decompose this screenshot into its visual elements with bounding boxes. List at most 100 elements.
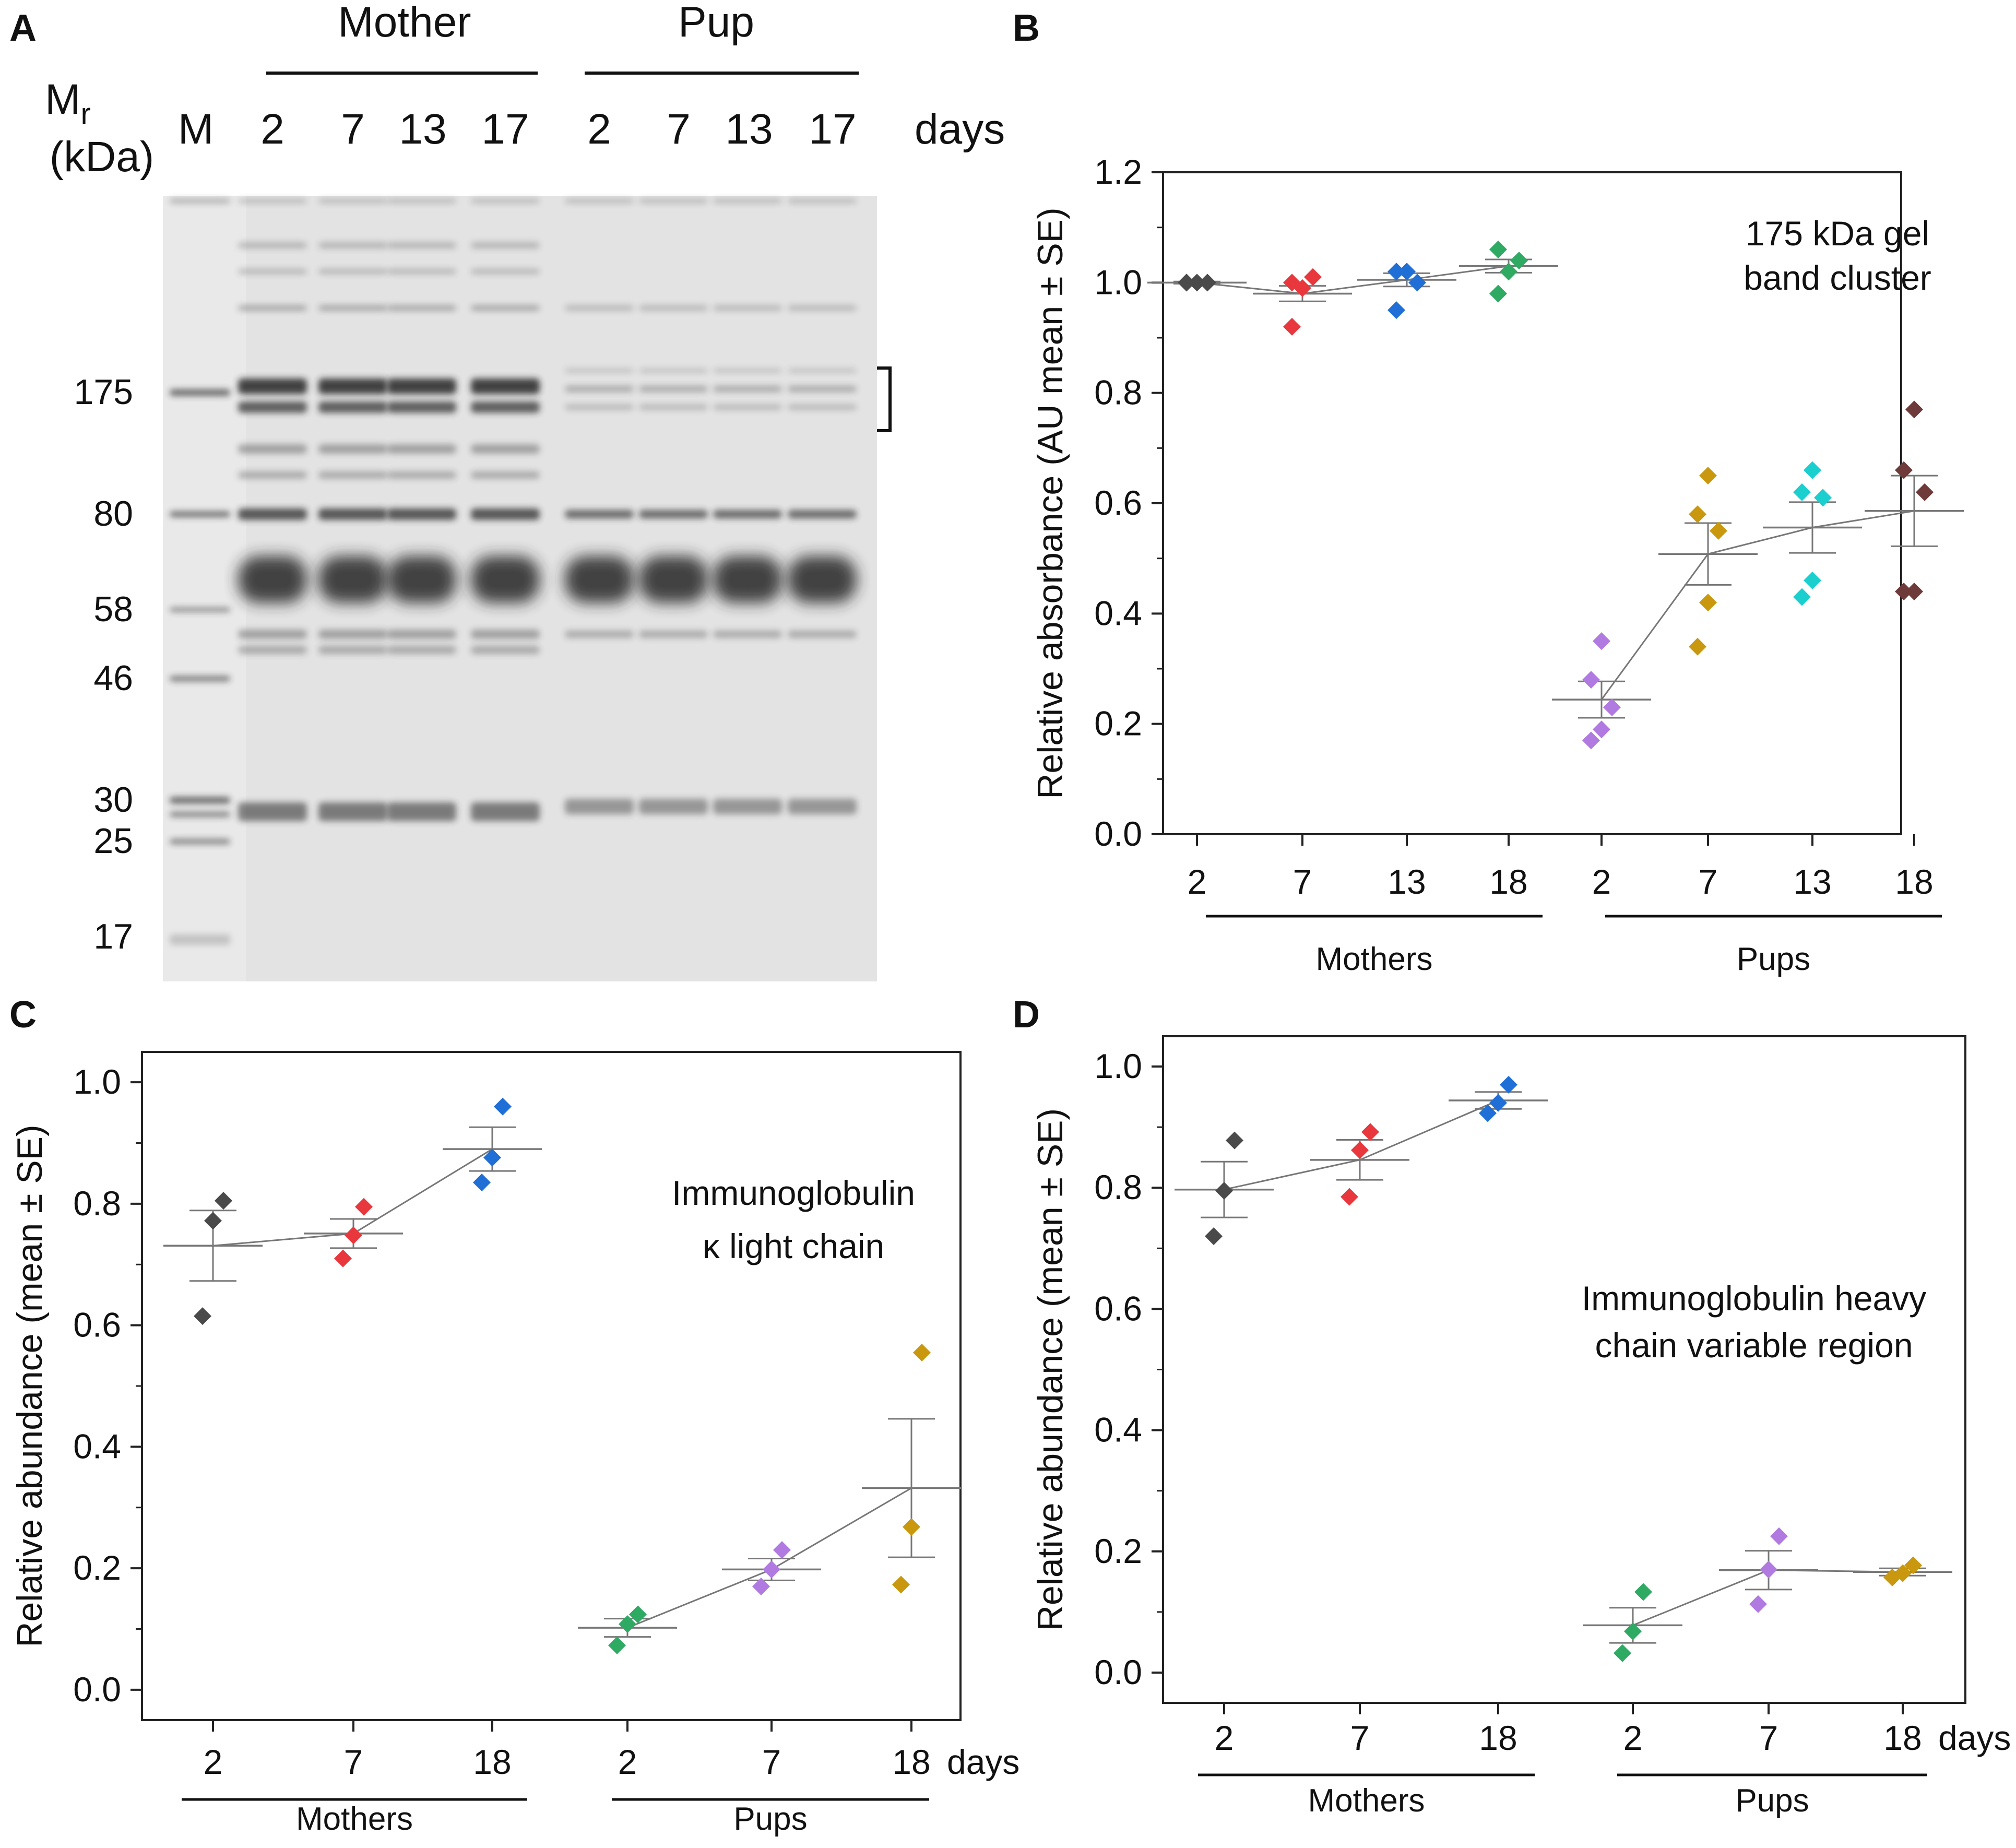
gel-band [238, 269, 307, 274]
data-point [1804, 461, 1821, 479]
gel-band [788, 369, 857, 373]
data-point [494, 1097, 512, 1116]
data-point [1593, 632, 1610, 650]
y-axis-title: Relative absorbance (AU mean ± SE) [1030, 207, 1070, 799]
gel-band [471, 471, 540, 479]
gel-lane-label: 7 [341, 105, 365, 153]
data-point [773, 1541, 791, 1559]
gel-band [238, 305, 307, 311]
gel-band [713, 305, 782, 311]
gel-band [318, 471, 387, 479]
panel-d-chart: D 0.0 0.2 0.4 0.6 0.8 1.0 Relative abundance (… [1013, 994, 2011, 1819]
data-point [1510, 252, 1528, 270]
y-tick-label: 0.4 [1094, 594, 1142, 632]
data-point [1199, 274, 1216, 292]
data-point [903, 1518, 920, 1536]
gel-mw-label: 25 [93, 821, 133, 861]
gel-band [788, 386, 857, 392]
gel-band [639, 631, 708, 638]
gel-band [318, 802, 387, 821]
y-axis-title: Relative abundance (mean ± SE) [1030, 1108, 1070, 1631]
gel-175-bracket [877, 366, 892, 432]
gel-band [318, 556, 387, 603]
gel-band [387, 378, 456, 394]
data-point [1699, 467, 1717, 485]
x-tick-label: 18 [1479, 1719, 1517, 1757]
gel-marker-lane-bg [163, 196, 246, 981]
gel-lane-labels: M 2 7 13 17 2 7 13 17 [178, 105, 857, 153]
y-tick-label: 0.2 [1094, 704, 1142, 743]
panel-b-chart: B 0.0 0.2 0.4 0.6 0.8 1.0 1.2 Relative absorban… [1013, 7, 1964, 977]
gel-band [170, 839, 230, 844]
gel-band [238, 199, 307, 203]
gel-band [788, 556, 857, 603]
gel-group-pup: Pup [678, 0, 754, 46]
group-label: Pups [733, 1801, 807, 1837]
chart-annotation: chain variable region [1595, 1326, 1913, 1365]
panel-c-chart: C 0.0 0.2 0.4 0.6 0.8 1.0 Relative abundance (… [9, 994, 1019, 1837]
data-point [1388, 301, 1405, 319]
panel-letter-b: B [1013, 7, 1040, 49]
y-tick-label: 0.8 [1094, 373, 1142, 412]
y-tick-label: 0.2 [73, 1548, 121, 1587]
group-label: Pups [1735, 1783, 1809, 1819]
gel-band [387, 471, 456, 479]
gel-band [238, 242, 307, 248]
gel-band [471, 802, 540, 821]
gel-band [639, 799, 708, 814]
gel-band [639, 199, 708, 203]
y-tick-label: 0.4 [1094, 1411, 1142, 1449]
x-tick-label: 18 [473, 1743, 511, 1781]
data-point [345, 1226, 362, 1245]
chart-annotation: 175 kDa gel [1746, 214, 1929, 253]
gel-band [238, 444, 307, 454]
data-point [1793, 588, 1811, 606]
gel-mw-label: 46 [93, 658, 133, 698]
gel-lane-label: 7 [667, 105, 691, 153]
y-tick-label: 0.8 [1094, 1168, 1142, 1206]
gel-band [713, 199, 782, 203]
x-tick-label: 2 [1215, 1719, 1234, 1757]
gel-band [318, 444, 387, 454]
gel-lane-label: 17 [809, 105, 856, 153]
data-point [1814, 489, 1832, 507]
gel-mw-label: 58 [93, 589, 133, 629]
gel-band [565, 369, 634, 373]
gel-band [387, 242, 456, 248]
y-tick-label: 1.0 [1094, 263, 1142, 301]
gel-band [713, 405, 782, 410]
data-point [204, 1212, 222, 1230]
y-tick-label: 0.8 [73, 1184, 121, 1223]
x-tick-label: 18 [892, 1743, 930, 1781]
gel-band [318, 630, 387, 639]
data-point [1749, 1595, 1767, 1613]
gel-band [318, 199, 387, 203]
data-point [1895, 583, 1913, 601]
gel-band [565, 386, 634, 392]
gel-band [788, 199, 857, 203]
data-point [1304, 268, 1322, 286]
data-point [763, 1560, 780, 1579]
gel-band [713, 510, 782, 518]
gel-mw-label: 175 [74, 372, 133, 412]
data-point [1593, 720, 1610, 739]
gel-band [788, 799, 857, 814]
data-point [194, 1307, 211, 1325]
y-tick-label: 0.2 [1094, 1532, 1142, 1570]
gel-band [318, 401, 387, 413]
data-point [1894, 1564, 1912, 1582]
data-point [1634, 1583, 1652, 1601]
gel-band [565, 799, 634, 814]
data-point [1916, 483, 1934, 501]
x-tick-label: 2 [1592, 862, 1611, 901]
gel-band [788, 631, 857, 638]
gel-band [639, 405, 708, 410]
gel-band [639, 305, 708, 311]
gel-band [471, 556, 540, 603]
x-tick-label: 7 [344, 1743, 363, 1781]
gel-mr-label: Mr [45, 76, 91, 131]
gel-kda-label: (kDa) [50, 133, 154, 181]
data-point [1614, 1644, 1631, 1662]
gel-band [238, 508, 307, 520]
